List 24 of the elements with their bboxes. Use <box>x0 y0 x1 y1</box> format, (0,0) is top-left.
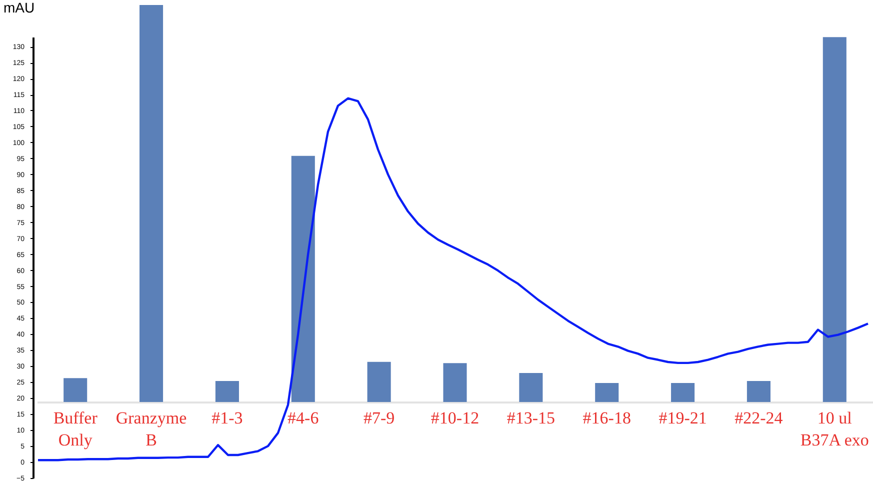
x-tick-label: 10 ul B37A exo <box>800 408 869 450</box>
x-tick-label: #22-24 <box>734 408 784 428</box>
x-tick-label: #1-3 <box>212 408 243 428</box>
bar <box>291 156 315 402</box>
bar <box>746 380 770 402</box>
x-tick-label: #7-9 <box>363 408 395 428</box>
bar <box>64 378 88 402</box>
bar <box>822 37 846 402</box>
bar <box>595 382 619 402</box>
x-tick-label: #4-6 <box>288 408 319 428</box>
bar <box>443 363 467 402</box>
bar <box>367 362 391 402</box>
x-tick-label: #19-21 <box>658 408 707 428</box>
x-tick-label: #13-15 <box>506 408 556 428</box>
line-series <box>36 97 870 462</box>
x-tick-label: #10-12 <box>430 408 480 428</box>
x-tick-label: #16-18 <box>582 408 631 428</box>
bar <box>519 373 543 402</box>
bar <box>215 380 239 402</box>
bar <box>140 5 164 402</box>
y-axis-title: mAU <box>4 0 35 16</box>
bar <box>671 382 695 402</box>
x-tick-label: Buffer Only <box>53 408 98 450</box>
x-tick-label: Granzyme B <box>116 408 187 450</box>
